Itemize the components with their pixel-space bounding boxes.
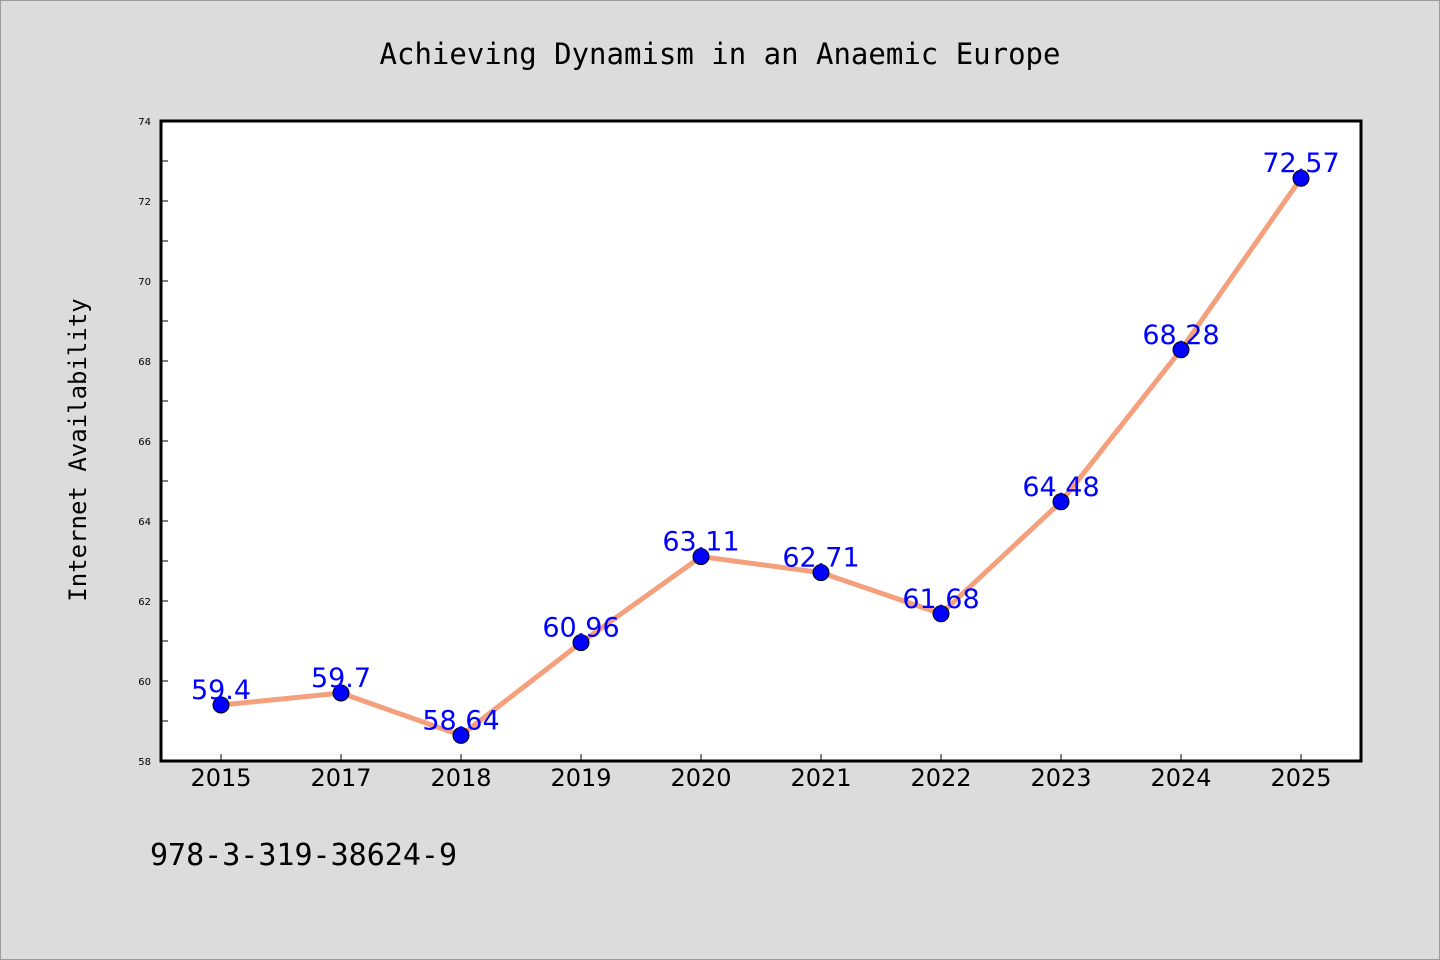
data-point: [332, 684, 350, 702]
y-tick-label: 68: [138, 357, 151, 368]
x-tick-label: 2018: [430, 764, 491, 792]
data-label: 58.64: [422, 705, 499, 736]
data-label: 60.96: [542, 613, 619, 644]
data-point: [1172, 341, 1190, 359]
series-line: [218, 175, 1304, 738]
x-tick-label: 2021: [790, 764, 851, 792]
x-tick-label: 2020: [670, 764, 731, 792]
y-tick-label: 72: [138, 197, 151, 208]
plot-area: [159, 119, 1363, 763]
y-axis-label: Internet Availability: [64, 298, 92, 601]
data-label: 59.7: [311, 663, 371, 694]
data-point: [452, 726, 470, 744]
x-tick-label: 2019: [550, 764, 611, 792]
x-tick-label: 2015: [190, 764, 251, 792]
y-axis-ticks: 58 60 62 64 66 68 70 72 74: [138, 117, 168, 768]
x-tick-label: 2017: [310, 764, 371, 792]
x-tick-label: 2022: [910, 764, 971, 792]
data-label: 64.48: [1022, 472, 1099, 503]
data-label: 62.71: [782, 543, 859, 574]
y-tick-label: 62: [138, 597, 151, 608]
data-point: [932, 605, 950, 623]
chart-title: Achieving Dynamism in an Anaemic Europe: [380, 37, 1061, 71]
x-tick-label: 2025: [1270, 764, 1331, 792]
data-label: 63.11: [662, 527, 739, 558]
y-tick-label: 70: [138, 277, 151, 288]
data-point: [572, 634, 590, 652]
data-markers: [212, 169, 1310, 744]
data-point: [1052, 493, 1070, 511]
data-label: 61.68: [902, 584, 979, 615]
y-tick-label: 66: [138, 437, 151, 448]
x-axis-ticks: 2015 2017 2018 2019 2020 2021 2022 2023 2024 2025: [190, 754, 1332, 792]
y-tick-label: 58: [138, 757, 151, 768]
data-label: 59.4: [191, 675, 251, 706]
data-labels: 59.4 59.7 58.64 60.96 63.11 62.71 61.68 64.48 68…: [191, 148, 1340, 736]
data-point: [1292, 169, 1310, 187]
y-tick-label: 60: [138, 677, 151, 688]
data-point: [692, 548, 710, 566]
data-label: 68.28: [1142, 320, 1219, 351]
x-tick-label: 2024: [1150, 764, 1211, 792]
x-tick-label: 2023: [1030, 764, 1091, 792]
y-tick-label: 74: [138, 117, 151, 128]
data-label: 72.57: [1262, 148, 1339, 179]
y-tick-label: 64: [138, 517, 151, 528]
data-point: [212, 696, 230, 714]
footer-isbn: 978-3-319-38624-9: [150, 838, 457, 873]
data-point: [812, 564, 830, 582]
